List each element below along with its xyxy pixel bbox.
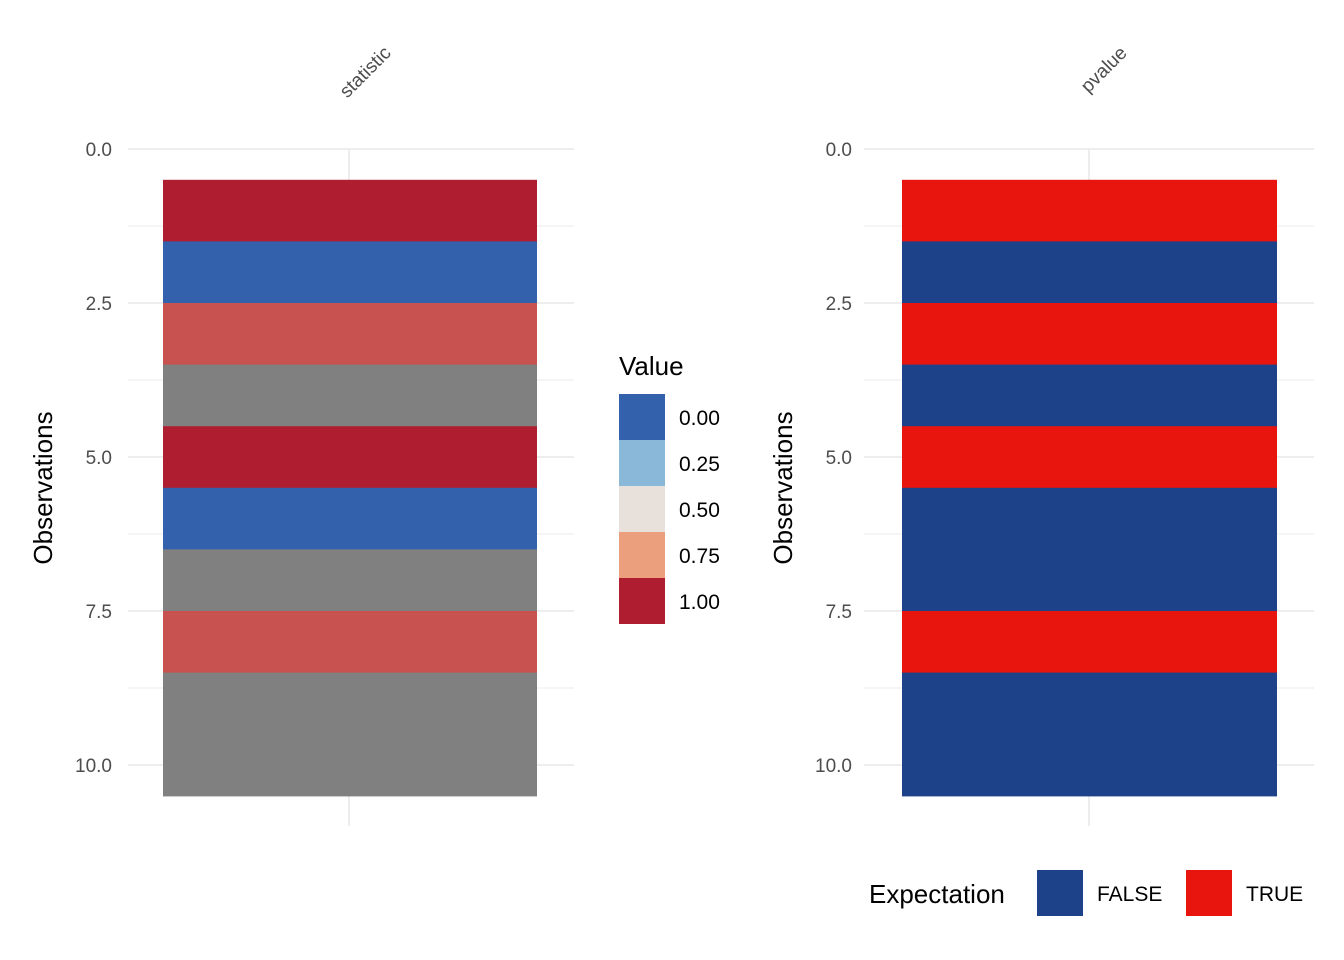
legend-key — [619, 532, 665, 578]
legend-key — [619, 394, 665, 440]
heatmap-tile — [163, 364, 537, 427]
y-axis-title: Observations — [768, 411, 798, 564]
legend-label: 0.00 — [679, 407, 720, 430]
heatmap-tile — [163, 426, 537, 489]
legend-label: 0.75 — [679, 545, 720, 568]
heatmap-tile — [902, 179, 1277, 242]
heatmap-tile — [163, 179, 537, 242]
y-tick-label: 0.0 — [86, 140, 112, 161]
panel-pvalue: 0.0 2.5 5.0 7.5 10.0 Observations pvalue — [768, 43, 1314, 826]
heatmap-tile — [902, 303, 1277, 366]
heatmap-tile — [902, 241, 1277, 304]
heatmap-tile — [163, 487, 537, 550]
legend-expectation: Expectation FALSE TRUE — [869, 870, 1303, 916]
legend-label: 0.25 — [679, 453, 720, 476]
legend-key — [1037, 870, 1083, 916]
y-tick-label: 2.5 — [826, 294, 852, 315]
legend-title: Expectation — [869, 879, 1005, 909]
y-tick-label: 2.5 — [86, 294, 112, 315]
legend-title: Value — [619, 351, 684, 381]
heatmap-tile — [902, 549, 1277, 612]
legend-label: 0.50 — [679, 499, 720, 522]
heatmap-tile — [163, 611, 537, 674]
y-tick-label: 7.5 — [86, 602, 112, 623]
heatmap-tile — [902, 487, 1277, 550]
legend-key — [619, 440, 665, 486]
y-tick-label: 10.0 — [75, 756, 112, 777]
heatmap-tile — [163, 303, 537, 366]
heatmap-tile — [163, 672, 537, 735]
y-tick-label: 10.0 — [815, 756, 852, 777]
heatmap-tile — [163, 734, 537, 797]
legend-label: FALSE — [1097, 883, 1162, 906]
legend-label: TRUE — [1246, 883, 1303, 906]
heatmap-tile — [902, 611, 1277, 674]
y-tick-label: 7.5 — [826, 602, 852, 623]
y-tick-label: 5.0 — [826, 448, 852, 469]
legend-key — [619, 578, 665, 624]
column-label: statistic — [336, 43, 396, 103]
heatmap-tile — [902, 672, 1277, 735]
heatmap-tile — [902, 734, 1277, 797]
y-axis-title: Observations — [28, 411, 58, 564]
heatmap-tile — [163, 549, 537, 612]
heatmap-tile — [902, 426, 1277, 489]
legend-label: 1.00 — [679, 591, 720, 614]
heatmap-tile — [163, 241, 537, 304]
y-tick-label: 5.0 — [86, 448, 112, 469]
legend-value: Value 0.00 0.25 0.50 0.75 1.00 — [619, 351, 720, 624]
legend-key — [1186, 870, 1232, 916]
y-tick-label: 0.0 — [826, 140, 852, 161]
heatmap-tile — [902, 364, 1277, 427]
legend-key — [619, 486, 665, 532]
column-label: pvalue — [1077, 43, 1131, 97]
panel-statistic: 0.0 2.5 5.0 7.5 10.0 Observations statistic — [28, 43, 574, 826]
